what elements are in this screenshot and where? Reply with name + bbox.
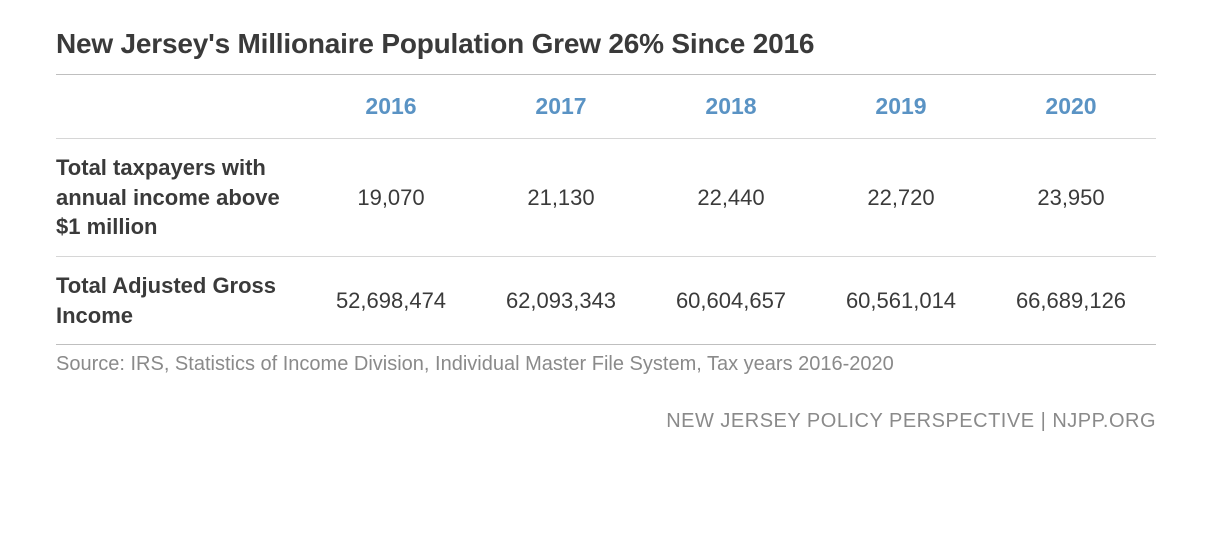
- data-table: 2016 2017 2018 2019 2020 Total taxpayers…: [56, 75, 1156, 345]
- col-header: 2019: [816, 75, 986, 138]
- cell: 62,093,343: [476, 257, 646, 344]
- col-header: 2020: [986, 75, 1156, 138]
- source-note: Source: IRS, Statistics of Income Divisi…: [56, 353, 1156, 376]
- footer-attribution: NEW JERSEY POLICY PERSPECTIVE | NJPP.ORG: [56, 410, 1156, 433]
- row-label: Total Adjusted Gross Income: [56, 257, 306, 344]
- cell: 66,689,126: [986, 257, 1156, 344]
- col-header: 2017: [476, 75, 646, 138]
- cell: 22,440: [646, 139, 816, 256]
- table-container: New Jersey's Millionaire Population Grew…: [0, 0, 1212, 433]
- cell: 52,698,474: [306, 257, 476, 344]
- cell: 21,130: [476, 139, 646, 256]
- cell: 23,950: [986, 139, 1156, 256]
- header-blank: [56, 75, 306, 138]
- cell: 22,720: [816, 139, 986, 256]
- col-header: 2018: [646, 75, 816, 138]
- cell: 19,070: [306, 139, 476, 256]
- cell: 60,561,014: [816, 257, 986, 344]
- table-row: Total taxpayers with annual income above…: [56, 139, 1156, 256]
- header-row: 2016 2017 2018 2019 2020: [56, 75, 1156, 138]
- table-row: Total Adjusted Gross Income 52,698,474 6…: [56, 257, 1156, 344]
- row-label: Total taxpayers with annual income above…: [56, 139, 306, 256]
- cell: 60,604,657: [646, 257, 816, 344]
- bottom-rule: [56, 344, 1156, 345]
- table-title: New Jersey's Millionaire Population Grew…: [56, 28, 1156, 60]
- col-header: 2016: [306, 75, 476, 138]
